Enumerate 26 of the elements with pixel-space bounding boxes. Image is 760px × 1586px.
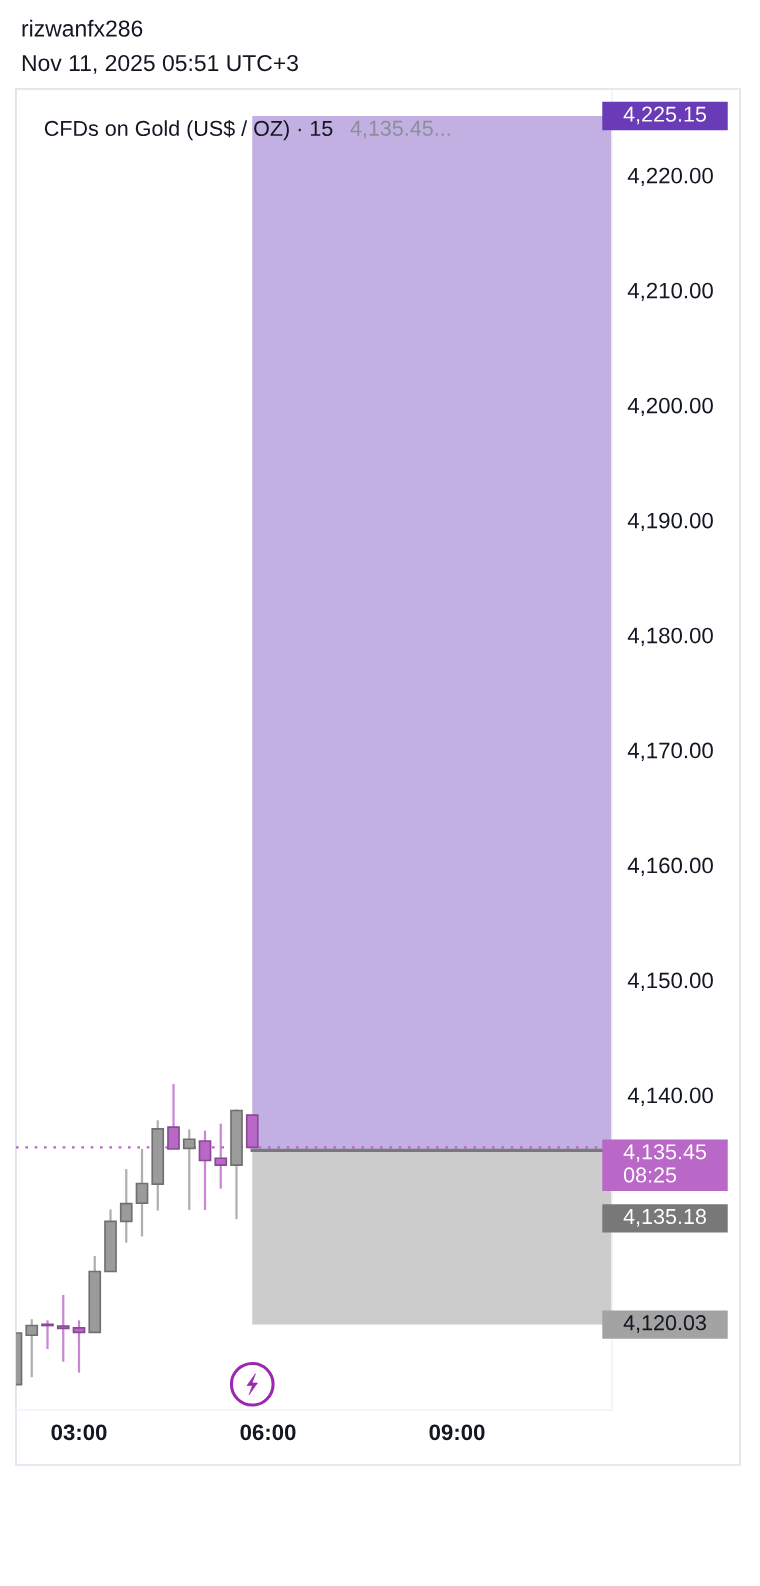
chart-subtitle: Nov 11, 2025 05:51 UTC+3 [22,54,298,74]
candlestick [72,1319,86,1374]
x-tick-label: 03:00 [51,1424,107,1441]
annotation: 4,135.45... [350,120,450,139]
y-tick-label: 4,200.00 [627,397,713,417]
candlestick [25,1318,39,1379]
y-tick-label: 4,170.00 [627,742,713,761]
text: rizwanfx286 [22,19,143,37]
x-tick-label: 09:00 [429,1424,485,1441]
y-tick-label: 4,180.00 [627,627,713,646]
y-tick-label: 4,140.00 [627,1087,713,1106]
y-tick-label: 4,220.00 [627,167,713,187]
candlestick [135,1147,149,1238]
ref-line-label: 4,135.45 08:25 [623,1144,707,1183]
y-tick-label: 4,210.00 [627,282,713,302]
y-tick-label: 4,190.00 [627,512,713,532]
candlestick [119,1168,133,1244]
band-label: 4,225.15 [623,106,707,125]
candlestick [56,1293,70,1363]
band-label: 4,120.03 [623,1315,706,1333]
candlestick [182,1128,196,1212]
y-tick-label: 4,160.00 [627,857,713,876]
text: CFDs on Gold (US$ / OZ) · 15 [44,119,333,141]
y-tick-label: 4,150.00 [627,972,713,991]
x-tick-label: 06:00 [240,1424,296,1441]
ref-line-label: 4,135.18 [623,1208,706,1227]
